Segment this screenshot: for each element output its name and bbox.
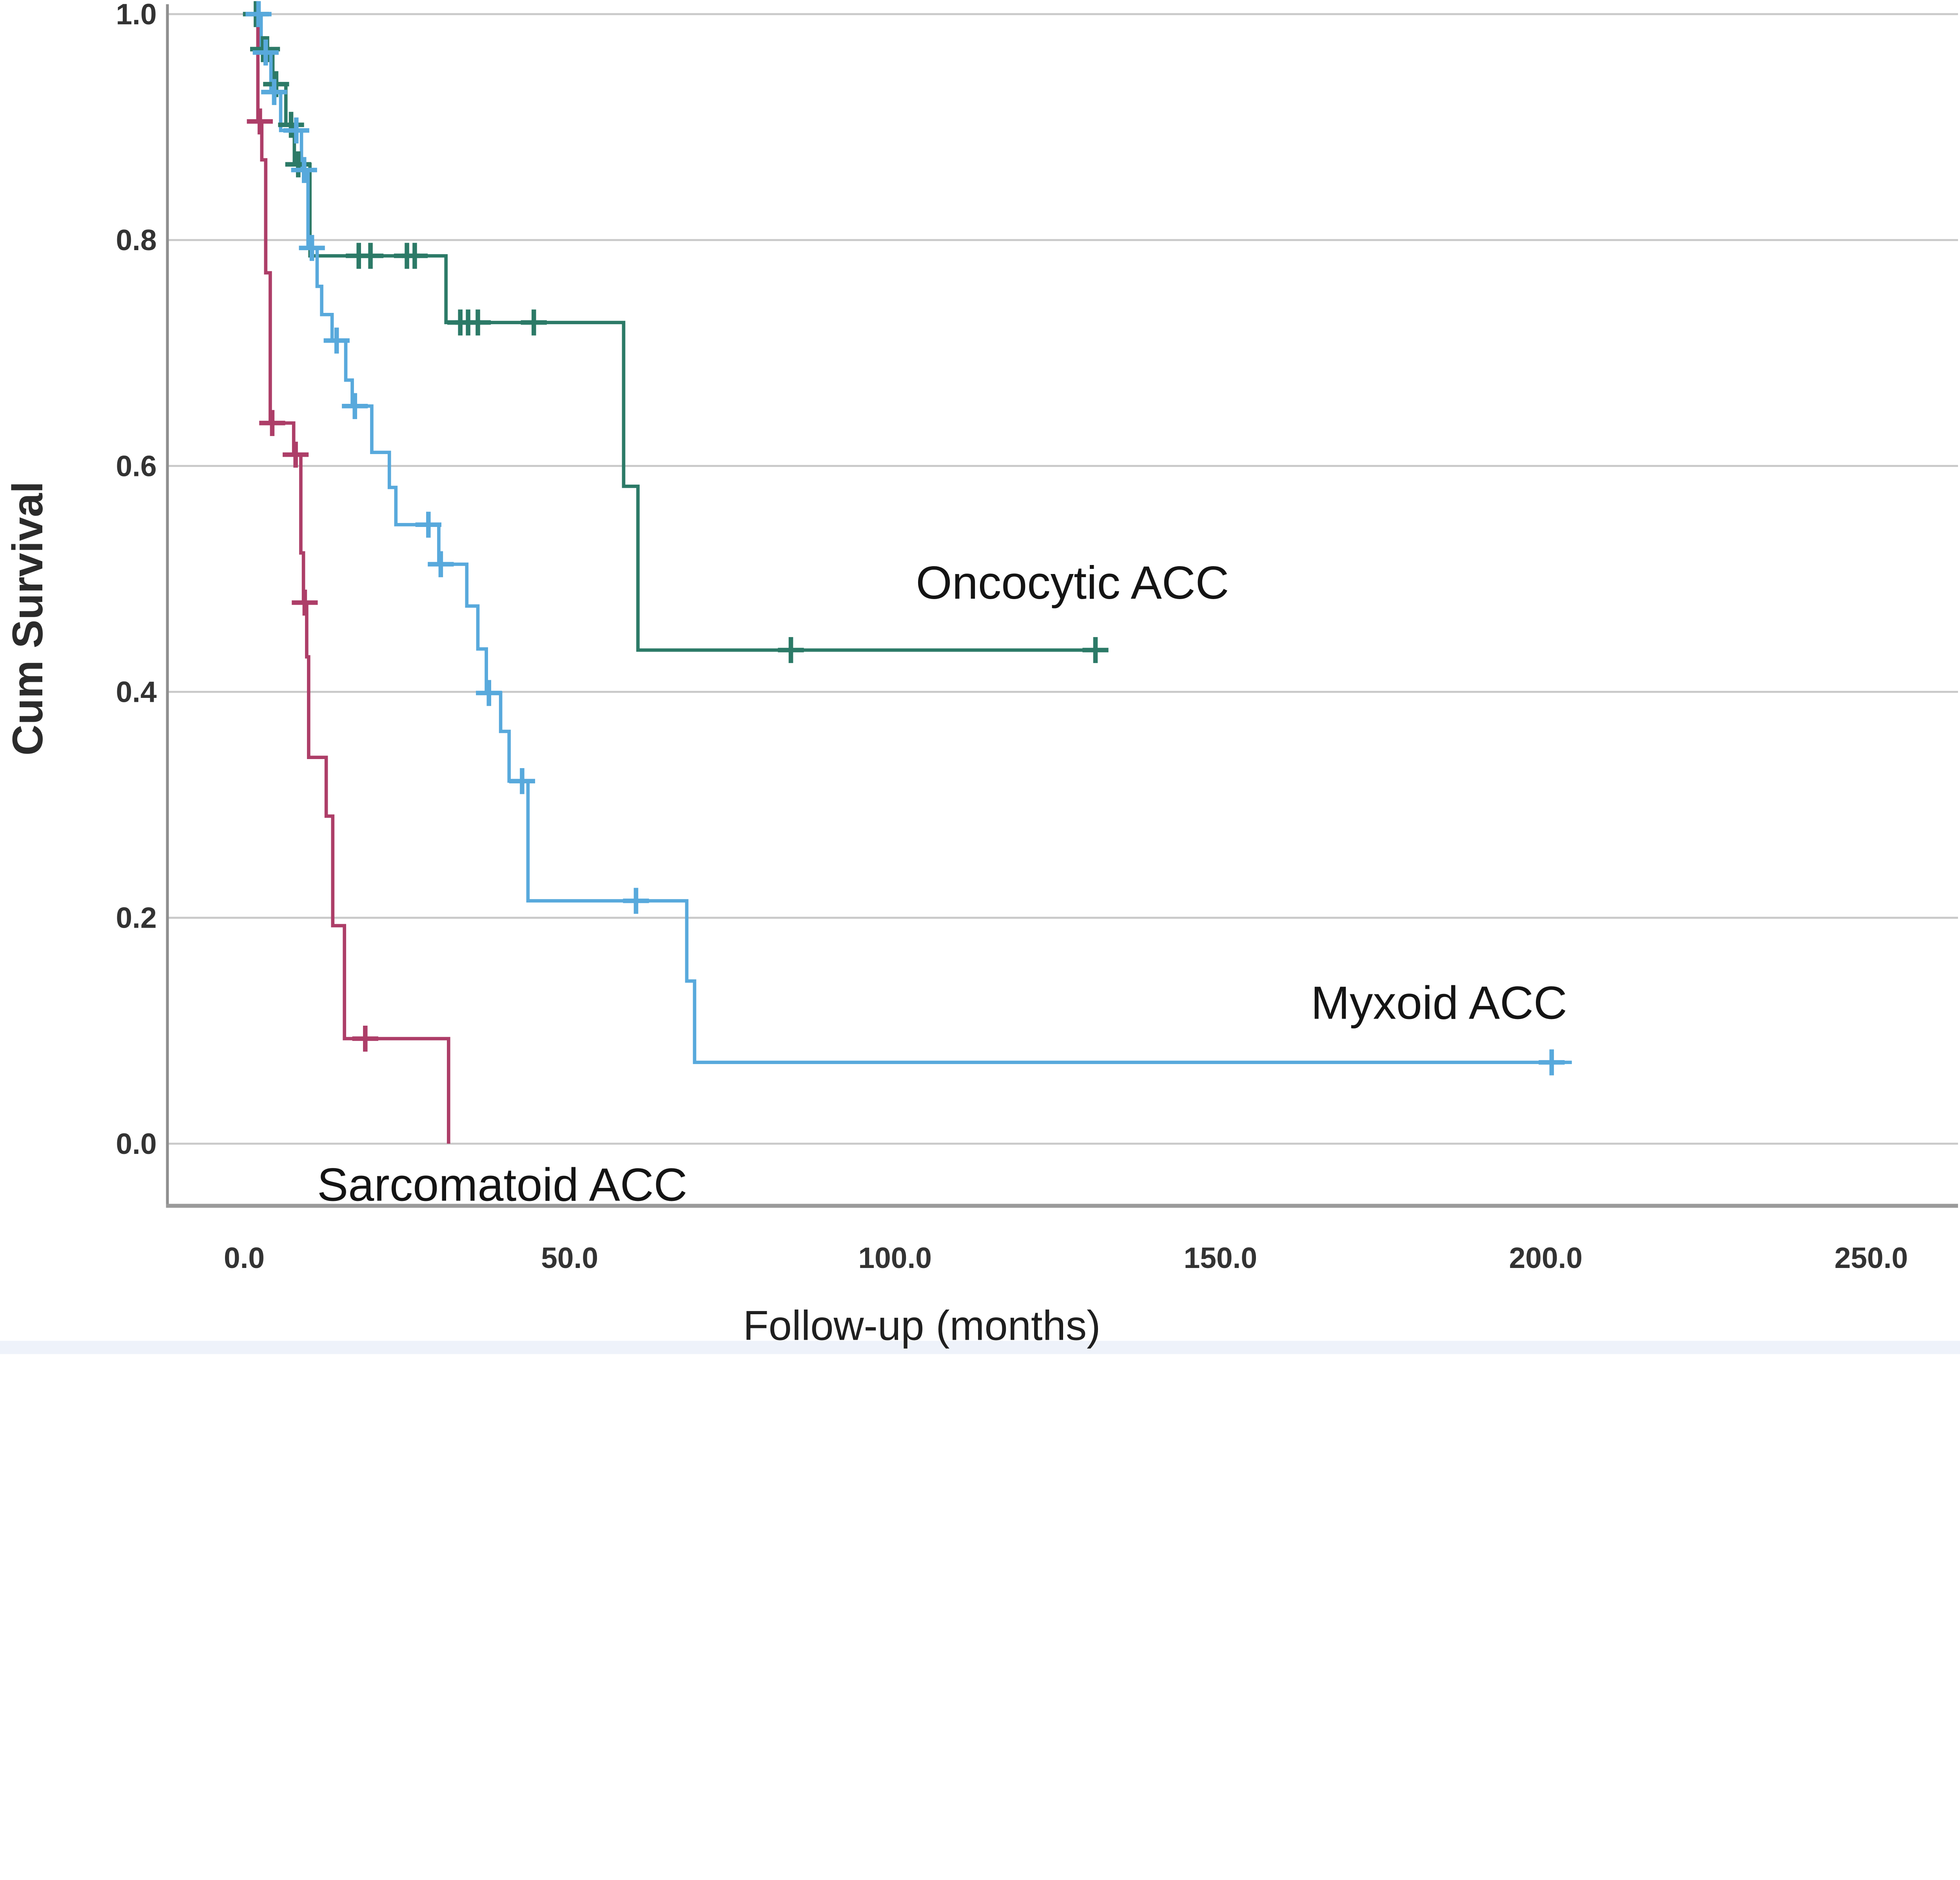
survival-chart-page: 1.0 0.8 0.6 0.4 0.2 0.0 0.0 50.0 100.0 150.0 200.0… [0,0,1960,1354]
censor-mark-myxoid-acc-7 [342,393,368,419]
censor-mark-myxoid-acc-10 [476,680,502,706]
y-tick-label-0.6: 0.6 [116,449,157,482]
censor-mark-oncocytic-acc-4 [278,112,304,138]
censor-mark-myxoid-acc-9 [428,551,454,578]
censor-mark-oncocytic-acc-7 [357,243,384,269]
censor-mark-sarcomatoid-acc-1 [259,410,285,436]
series-label-myxoid-acc: Myxoid ACC [1311,977,1567,1029]
censor-mark-sarcomatoid-acc-3 [292,589,318,616]
labels-layer: 1.0 0.8 0.6 0.4 0.2 0.0 0.0 50.0 100.0 150.0 200.0… [4,0,1908,1349]
y-tick-label-0.2: 0.2 [116,901,157,934]
censor-mark-sarcomatoid-acc-0 [247,108,273,134]
censor-mark-myxoid-acc-13 [1539,1049,1565,1075]
x-tick-label-250.0: 250.0 [1835,1241,1908,1274]
censor-mark-myxoid-acc-6 [323,327,350,354]
censor-mark-sarcomatoid-acc-4 [352,1025,378,1052]
y-axis-title: Cum Survival [4,481,52,756]
x-tick-label-150.0: 150.0 [1184,1241,1257,1274]
censor-mark-myxoid-acc-5 [299,235,325,261]
x-tick-label-200.0: 200.0 [1509,1241,1583,1274]
y-tick-label-1.0: 1.0 [116,0,157,31]
censor-mark-sarcomatoid-acc-2 [283,441,309,468]
censor-mark-oncocytic-acc-9 [401,243,428,269]
censor-mark-myxoid-acc-4 [291,157,317,183]
x-tick-label-100.0: 100.0 [858,1241,931,1274]
y-tick-label-0.0: 0.0 [116,1127,157,1160]
censor-mark-myxoid-acc-12 [623,888,649,914]
censor-mark-myxoid-acc-2 [261,79,287,105]
survival-curve-sarcomatoid-acc [255,12,450,1144]
censor-mark-myxoid-acc-8 [415,512,441,538]
censor-marks-layer [243,1,1565,1075]
chart-background [0,0,1960,1354]
censor-mark-myxoid-acc-3 [283,117,309,143]
censor-mark-oncocytic-acc-14 [778,637,804,663]
x-tick-label-50.0: 50.0 [541,1241,598,1274]
x-axis-title: Follow-up (months) [743,1302,1101,1349]
censor-mark-oncocytic-acc-12 [465,309,491,336]
censor-mark-myxoid-acc-0 [245,1,272,27]
censor-mark-myxoid-acc-11 [509,768,535,794]
y-tick-label-0.4: 0.4 [116,676,157,708]
axes-layer [166,4,1958,1208]
censor-mark-oncocytic-acc-15 [1082,637,1109,663]
x-tick-label-0.0: 0.0 [224,1241,265,1274]
y-tick-label-0.8: 0.8 [116,223,157,256]
censor-mark-myxoid-acc-1 [252,39,279,66]
survival-curve-myxoid-acc [256,12,1572,1064]
kaplan-meier-chart: 1.0 0.8 0.6 0.4 0.2 0.0 0.0 50.0 100.0 150.0 200.0… [0,0,1960,1354]
censor-mark-oncocytic-acc-5 [285,151,311,178]
series-label-oncocytic-acc: Oncocytic ACC [916,557,1229,609]
gridlines-layer [0,0,1960,1354]
footer-strip [0,1341,1960,1354]
series-label-sarcomatoid-acc: Sarcomatoid ACC [317,1159,687,1211]
censor-mark-oncocytic-acc-13 [521,309,547,336]
